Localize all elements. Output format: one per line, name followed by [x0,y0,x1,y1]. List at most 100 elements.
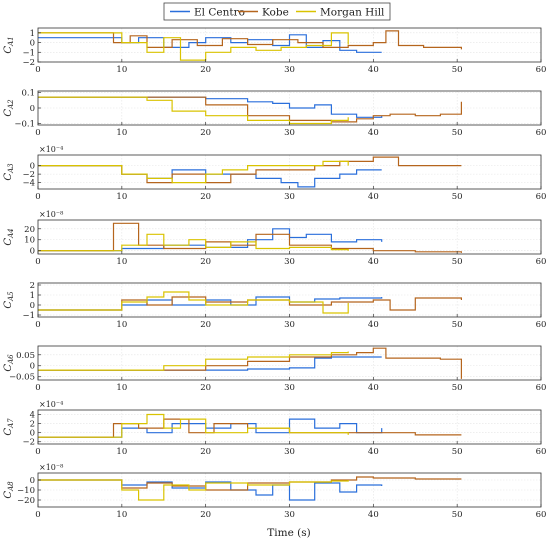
legend: El Centro Kobe Morgan Hill [163,2,391,21]
y-tick-label: 20 [24,225,35,235]
x-tick-label: 50 [452,510,463,520]
x-tick-label: 60 [536,128,547,138]
x-tick-label: 40 [368,447,379,457]
x-tick-label: 20 [200,383,211,393]
y-tick-label: 0 [30,429,35,439]
legend-box [163,2,391,21]
legend-entry: Morgan Hill [320,7,385,19]
series-line [38,296,462,311]
y-tick-label: −0.1 [14,119,35,129]
x-tick-label: 20 [200,447,211,457]
series-line [38,34,382,53]
x-tick-label: 20 [200,128,211,138]
x-tick-label: 0 [35,65,40,75]
x-tick-label: 60 [536,510,547,520]
y-tick-label: −10 [17,486,35,496]
x-tick-label: 30 [284,192,295,202]
x-tick-label: 10 [116,257,127,267]
x-tick-label: 50 [452,447,463,457]
x-tick-label: 10 [116,128,127,138]
x-tick-label: 20 [200,257,211,267]
y-exponent: ×10⁻⁴ [39,400,63,409]
series-line [38,347,462,379]
x-tick-label: 0 [35,192,40,202]
x-tick-label: 60 [536,192,547,202]
y-tick-label: 0 [30,39,35,49]
y-tick-label: 0 [30,476,35,486]
x-tick-label: 10 [116,65,127,75]
x-tick-label: 10 [116,192,127,202]
x-tick-label: 50 [452,128,463,138]
y-tick-label: −2 [22,438,35,448]
x-tick-label: 20 [200,320,211,330]
y-axis-label: CA1 [3,36,15,53]
legend-entry: Kobe [262,7,289,19]
x-tick-label: 60 [536,383,547,393]
x-tick-label: 10 [116,510,127,520]
x-tick-label: 30 [284,65,295,75]
axes-frame [37,345,542,381]
x-tick-label: 0 [35,128,40,138]
x-tick-label: 10 [116,320,127,330]
x-tick-label: 30 [284,447,295,457]
x-tick-label: 40 [368,192,379,202]
y-tick-label: −2 [22,58,35,68]
y-tick-label: 0.05 [16,351,35,361]
y-tick-label: −0.05 [9,373,35,383]
y-tick-label: −20 [17,496,35,506]
series-line [38,156,462,184]
y-tick-label: 0 [30,162,35,172]
x-tick-label: 0 [35,383,40,393]
x-tick-label: 20 [200,510,211,520]
x-tick-label: 10 [116,383,127,393]
series-line [38,351,349,371]
y-tick-label: 2 [30,420,35,430]
x-tick-label: 0 [35,447,40,457]
series-line [38,413,349,438]
y-exponent: ×10⁻⁴ [39,145,63,154]
series-line [38,96,462,123]
series-line [38,96,349,125]
y-axis-label: CA2 [3,99,15,117]
y-tick-label: 0 [30,104,35,114]
x-tick-label: 0 [35,320,40,330]
x-tick-label: 60 [536,257,547,267]
x-tick-label: 40 [368,65,379,75]
series-line [38,165,382,188]
y-tick-label: 0 [30,247,35,257]
series-line [38,160,349,184]
y-exponent: ×10⁻⁸ [39,463,63,472]
y-tick-label: 0 [30,301,35,311]
x-tick-label: 30 [284,383,295,393]
x-tick-label: 30 [284,320,295,330]
series-line [38,96,383,118]
y-tick-label: 4 [30,411,35,421]
x-tick-label: 30 [284,257,295,267]
x-tick-label: 20 [200,192,211,202]
y-tick-label: 1 [30,29,35,39]
x-tick-label: 30 [284,128,295,138]
x-tick-label: 60 [536,65,547,75]
y-tick-label: 10 [24,236,35,246]
y-exponent: ×10⁻⁸ [39,210,63,219]
y-tick-label: −1 [22,48,35,58]
series-line [38,233,349,252]
y-tick-label: −2 [22,170,35,180]
x-tick-label: 30 [284,510,295,520]
x-tick-label: 50 [452,257,463,267]
x-tick-label: 0 [35,257,40,267]
y-axis-label: CA8 [3,481,15,499]
y-tick-label: 1 [30,291,35,301]
x-tick-label: 50 [452,383,463,393]
x-tick-label: 10 [116,447,127,457]
x-tick-label: 40 [368,383,379,393]
x-tick-label: 50 [452,192,463,202]
series-line [38,479,349,501]
